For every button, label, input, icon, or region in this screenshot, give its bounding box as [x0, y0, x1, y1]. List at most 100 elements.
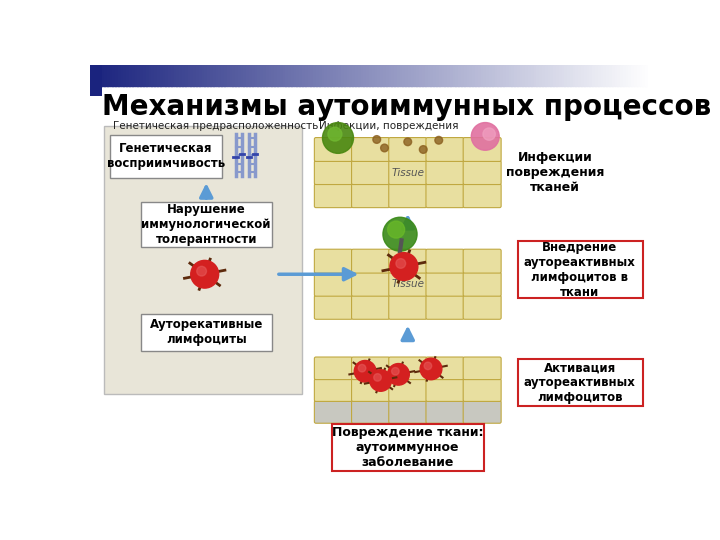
- Bar: [433, 65, 437, 86]
- Bar: [104, 65, 107, 86]
- Bar: [503, 65, 506, 86]
- Bar: [431, 65, 434, 86]
- Bar: [483, 65, 487, 86]
- Bar: [168, 65, 171, 86]
- Circle shape: [387, 363, 409, 385]
- Bar: [352, 65, 356, 86]
- Bar: [380, 65, 384, 86]
- Bar: [593, 65, 595, 86]
- Bar: [495, 65, 498, 86]
- FancyBboxPatch shape: [351, 357, 390, 380]
- FancyBboxPatch shape: [315, 249, 352, 273]
- FancyBboxPatch shape: [426, 184, 464, 208]
- Bar: [145, 65, 149, 86]
- Bar: [218, 65, 222, 86]
- Bar: [297, 65, 300, 86]
- FancyBboxPatch shape: [351, 138, 390, 161]
- Bar: [481, 65, 484, 86]
- Bar: [383, 65, 387, 86]
- Text: Инфекции
повреждения
тканей: Инфекции повреждения тканей: [506, 151, 604, 194]
- Bar: [414, 65, 417, 86]
- Bar: [419, 65, 423, 86]
- Bar: [107, 65, 110, 86]
- Bar: [489, 65, 492, 86]
- FancyBboxPatch shape: [389, 379, 427, 401]
- Bar: [612, 65, 616, 86]
- Bar: [282, 65, 286, 86]
- Bar: [300, 65, 303, 86]
- FancyBboxPatch shape: [315, 295, 352, 319]
- FancyBboxPatch shape: [389, 249, 427, 273]
- Bar: [486, 65, 490, 86]
- Bar: [258, 65, 261, 86]
- Bar: [199, 65, 202, 86]
- Text: Tissue: Tissue: [391, 279, 424, 289]
- FancyBboxPatch shape: [426, 138, 464, 161]
- FancyBboxPatch shape: [389, 161, 427, 185]
- FancyBboxPatch shape: [351, 272, 390, 296]
- Bar: [341, 65, 345, 86]
- Bar: [478, 65, 482, 86]
- Bar: [545, 65, 549, 86]
- Bar: [534, 65, 537, 86]
- Bar: [629, 65, 632, 86]
- Bar: [193, 65, 197, 86]
- Circle shape: [370, 370, 392, 392]
- Bar: [121, 65, 125, 86]
- Bar: [179, 65, 183, 86]
- Circle shape: [323, 123, 354, 153]
- FancyBboxPatch shape: [389, 401, 427, 423]
- Bar: [90, 65, 94, 86]
- Bar: [135, 65, 138, 86]
- Bar: [327, 65, 330, 86]
- Bar: [517, 65, 521, 86]
- FancyBboxPatch shape: [426, 379, 464, 401]
- Bar: [338, 65, 342, 86]
- Bar: [570, 65, 573, 86]
- Bar: [99, 65, 102, 86]
- Bar: [606, 65, 610, 86]
- Bar: [416, 65, 420, 86]
- Bar: [397, 65, 400, 86]
- FancyBboxPatch shape: [110, 135, 222, 178]
- FancyBboxPatch shape: [426, 272, 464, 296]
- Circle shape: [419, 146, 427, 153]
- Bar: [411, 65, 415, 86]
- Bar: [324, 65, 328, 86]
- Bar: [101, 65, 104, 86]
- FancyBboxPatch shape: [463, 379, 501, 401]
- Text: Механизмы аутоиммунных процессов: Механизмы аутоиммунных процессов: [102, 93, 711, 122]
- Bar: [93, 65, 96, 86]
- Bar: [277, 65, 281, 86]
- Bar: [96, 65, 99, 86]
- Bar: [492, 65, 495, 86]
- Bar: [154, 65, 158, 86]
- FancyBboxPatch shape: [463, 138, 501, 161]
- Bar: [505, 65, 509, 86]
- Bar: [587, 65, 590, 86]
- Bar: [307, 65, 311, 86]
- Bar: [90, 65, 102, 88]
- FancyBboxPatch shape: [141, 202, 272, 247]
- Text: Ауторекативные
лимфоциты: Ауторекативные лимфоциты: [150, 318, 263, 346]
- Bar: [238, 65, 241, 86]
- Bar: [143, 65, 147, 86]
- FancyBboxPatch shape: [315, 357, 352, 380]
- FancyBboxPatch shape: [426, 295, 464, 319]
- FancyBboxPatch shape: [351, 249, 390, 273]
- Bar: [313, 65, 317, 86]
- Bar: [322, 65, 325, 86]
- Bar: [526, 65, 528, 86]
- Bar: [364, 65, 367, 86]
- FancyBboxPatch shape: [463, 295, 501, 319]
- FancyBboxPatch shape: [518, 359, 642, 406]
- FancyBboxPatch shape: [351, 295, 390, 319]
- Bar: [620, 65, 624, 86]
- Circle shape: [381, 144, 388, 152]
- Bar: [240, 65, 244, 86]
- FancyBboxPatch shape: [315, 401, 352, 423]
- Circle shape: [483, 128, 495, 140]
- FancyBboxPatch shape: [389, 138, 427, 161]
- Bar: [500, 65, 504, 86]
- Bar: [112, 65, 116, 86]
